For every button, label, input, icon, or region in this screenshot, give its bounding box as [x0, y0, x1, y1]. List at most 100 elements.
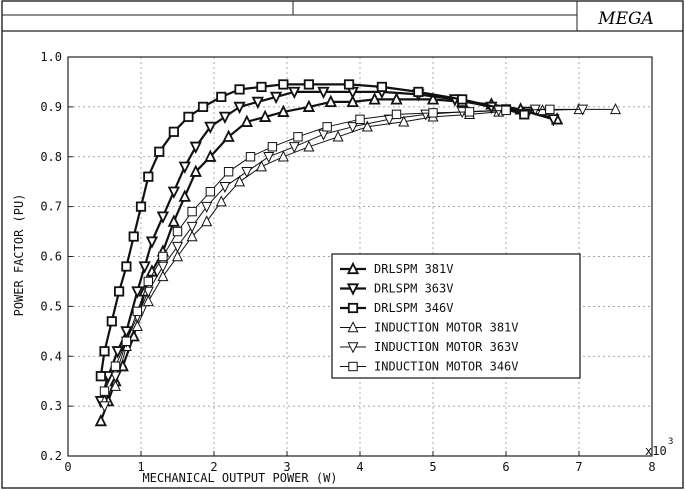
- legend-label: DRLSPM 381V: [374, 262, 453, 276]
- data-point: [197, 101, 209, 112]
- data-point: [109, 371, 121, 383]
- data-point: [391, 109, 402, 120]
- data-point: [154, 146, 165, 157]
- data-point: [233, 101, 246, 115]
- data-point: [110, 361, 121, 371]
- data-point: [114, 286, 125, 297]
- data-point: [186, 230, 198, 242]
- data-point: [205, 186, 216, 197]
- data-point: [120, 326, 133, 339]
- data-point: [267, 142, 278, 152]
- legend-label: INDUCTION MOTOR 381V: [374, 321, 519, 335]
- data-point: [234, 84, 245, 95]
- data-point: [216, 91, 227, 102]
- y-tick-label: 0.8: [40, 150, 62, 164]
- data-point: [218, 111, 232, 125]
- data-point: [288, 86, 301, 100]
- x-tick-label: 5: [429, 460, 436, 474]
- data-point: [128, 231, 139, 242]
- data-point: [255, 160, 267, 172]
- x-tick-label: 8: [648, 460, 655, 474]
- data-point: [201, 215, 213, 227]
- legend-marker: [347, 342, 359, 354]
- data-point: [204, 149, 217, 162]
- data-point: [346, 94, 359, 107]
- x-multiplier-exponent: 3: [668, 437, 673, 447]
- data-point: [322, 122, 332, 132]
- data-point: [158, 251, 168, 262]
- data-point: [347, 122, 359, 134]
- mega-logo: MEGA: [597, 9, 654, 29]
- data-point: [223, 167, 234, 177]
- y-tick-label: 0.7: [40, 200, 62, 214]
- data-point: [256, 81, 267, 93]
- data-point: [547, 114, 560, 127]
- x-multiplier-label: x10: [645, 444, 667, 458]
- data-point: [131, 320, 143, 332]
- data-point: [361, 120, 373, 132]
- y-tick-label: 1.0: [40, 50, 62, 64]
- data-point: [219, 181, 231, 193]
- legend-marker: [347, 321, 359, 333]
- legend-label: INDUCTION MOTOR 346V: [374, 360, 519, 374]
- data-point: [302, 99, 316, 112]
- data-point: [390, 92, 403, 105]
- data-point: [99, 386, 110, 396]
- data-point: [167, 186, 181, 199]
- series-3: [95, 79, 530, 382]
- data-point: [138, 261, 151, 274]
- data-point: [121, 336, 132, 346]
- data-point: [545, 104, 555, 115]
- data-point: [94, 413, 108, 427]
- data-point: [215, 195, 227, 207]
- y-tick-label: 0.9: [40, 100, 62, 114]
- data-point: [171, 241, 184, 253]
- data-point: [398, 115, 410, 127]
- data-point: [317, 86, 330, 100]
- data-point: [121, 261, 132, 272]
- data-point: [269, 91, 283, 105]
- y-tick-label: 0.5: [40, 299, 62, 313]
- x-tick-label: 7: [575, 460, 582, 474]
- series-line: [104, 108, 550, 392]
- data-point: [157, 261, 169, 273]
- data-point: [609, 103, 622, 115]
- data-point: [464, 107, 475, 117]
- y-tick-label: 0.4: [40, 349, 62, 363]
- legend-marker: [348, 361, 358, 372]
- legend-marker: [347, 302, 359, 314]
- data-point: [222, 129, 235, 142]
- data-point: [172, 226, 183, 237]
- data-point: [178, 189, 191, 202]
- legend: DRLSPM 381V DRLSPM 363V DRLSPM 346V INDUCTI…: [331, 253, 581, 379]
- data-point: [426, 92, 440, 105]
- data-point: [278, 79, 289, 90]
- data-point: [95, 371, 106, 382]
- legend-marker: [346, 283, 360, 296]
- data-point: [501, 105, 511, 116]
- y-tick-label: 0.6: [40, 250, 62, 264]
- data-point: [131, 286, 144, 299]
- data-point: [189, 164, 202, 177]
- data-point: [245, 152, 256, 162]
- data-point: [251, 96, 264, 110]
- data-point: [171, 250, 184, 262]
- data-point: [132, 306, 143, 317]
- x-tick-label: 4: [356, 460, 363, 474]
- data-point: [99, 346, 110, 357]
- data-point: [303, 79, 315, 90]
- y-axis-label: POWER FACTOR (PU): [12, 194, 26, 317]
- data-point: [457, 94, 468, 105]
- data-point: [142, 295, 154, 307]
- data-point: [168, 126, 179, 137]
- data-point: [376, 81, 388, 93]
- data-point: [187, 206, 197, 217]
- x-tick-label: 0: [64, 460, 71, 474]
- data-point: [98, 401, 111, 413]
- data-point: [332, 130, 344, 142]
- data-point: [293, 132, 303, 142]
- legend-box: [331, 253, 581, 379]
- data-point: [145, 236, 159, 249]
- data-point: [178, 161, 191, 174]
